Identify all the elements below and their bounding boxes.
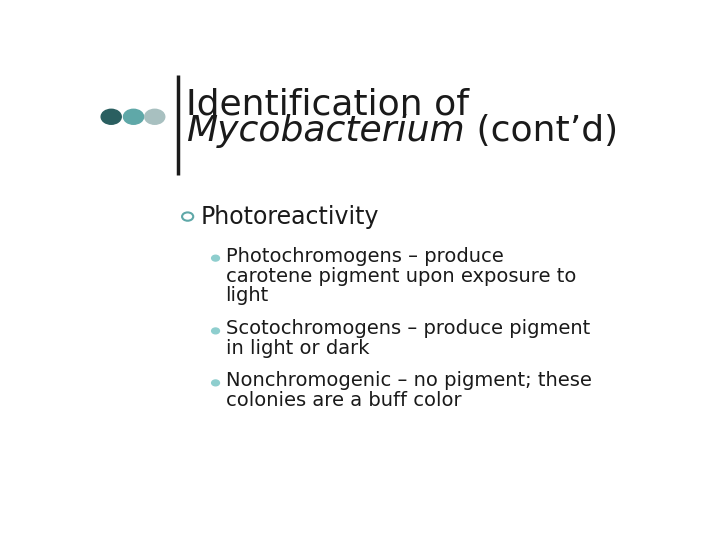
Text: in light or dark: in light or dark [225, 339, 369, 359]
Text: colonies are a buff color: colonies are a buff color [225, 392, 462, 410]
Text: light: light [225, 287, 269, 306]
Circle shape [145, 109, 165, 124]
Text: carotene pigment upon exposure to: carotene pigment upon exposure to [225, 267, 576, 286]
Circle shape [212, 380, 220, 386]
Text: Nonchromogenic – no pigment; these: Nonchromogenic – no pigment; these [225, 372, 591, 390]
Circle shape [101, 109, 121, 124]
Text: Photoreactivity: Photoreactivity [200, 205, 379, 228]
Circle shape [124, 109, 143, 124]
Text: (cont’d): (cont’d) [464, 114, 618, 148]
Text: Photochromogens – produce: Photochromogens – produce [225, 247, 503, 266]
Text: Identification of: Identification of [186, 87, 469, 122]
Text: Scotochromogens – produce pigment: Scotochromogens – produce pigment [225, 319, 590, 339]
Circle shape [212, 255, 220, 261]
Circle shape [212, 328, 220, 334]
Text: Mycobacterium: Mycobacterium [186, 114, 464, 148]
